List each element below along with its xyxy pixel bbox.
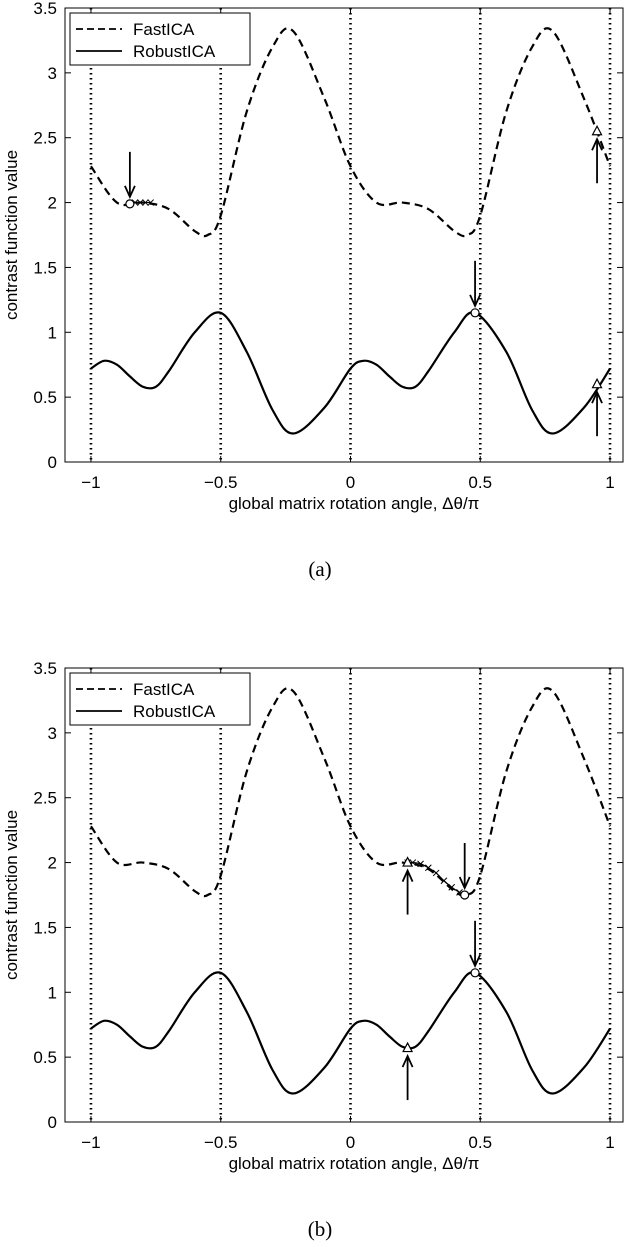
arrow-head (458, 876, 471, 891)
y-tick-label: 0.5 (33, 388, 57, 407)
x-tick-label: −1 (81, 473, 100, 492)
legend-label-fastica: FastICA (133, 680, 195, 699)
series-line-robustica (90, 971, 611, 1095)
x-tick-label: 0.5 (468, 473, 492, 492)
legend-label-robustica: RobustICA (133, 702, 216, 721)
subfigure-caption: (b) (308, 1217, 333, 1241)
start-marker-triangle (402, 856, 414, 867)
solution-marker-circle (460, 890, 470, 900)
y-tick-label: 3 (48, 64, 57, 83)
legend-label-fastica: FastICA (133, 20, 195, 39)
arrow-head (401, 1053, 414, 1068)
arrow-head (469, 294, 481, 309)
subfigure-caption: (a) (308, 557, 331, 581)
chart-b: −1 −0.5 0 0.5 1 0 0.5 1 1.5 2 2.5 3 3.5 global matrix… (2, 659, 624, 1241)
plot-frame (64, 667, 624, 1123)
y-tick-label: 3.5 (33, 0, 57, 18)
x-tick-label: 1 (605, 473, 614, 492)
x-tick-label: 0.5 (468, 1133, 492, 1152)
y-tick-label: 1.5 (33, 258, 57, 277)
y-tick-label: 1.5 (33, 918, 57, 937)
iteration-marker (417, 860, 424, 868)
y-tick-label: 2.5 (33, 129, 57, 148)
y-tick-label: 2 (48, 854, 57, 873)
chart-a: −1 −0.5 0 0.5 1 0 0.5 1 1.5 2 2.5 3 3.5 global matrix… (2, 0, 624, 581)
y-tick-label: 3.5 (33, 659, 57, 678)
iteration-marker (448, 883, 456, 891)
arrow-head (124, 185, 136, 200)
legend-box (69, 12, 251, 66)
arrow-head (401, 868, 414, 882)
y-tick-label: 2 (48, 194, 57, 213)
x-tick-label: −0.5 (204, 473, 238, 492)
y-tick-label: 3 (48, 724, 57, 743)
x-tick-label: 0 (346, 473, 355, 492)
x-tick-label: 0 (346, 1133, 355, 1152)
y-tick-label: 1 (48, 983, 57, 1002)
iteration-trace (407, 861, 465, 896)
arrow-head (591, 137, 603, 151)
y-tick-label: 0 (48, 453, 57, 472)
x-tick-label: −0.5 (204, 1133, 238, 1152)
y-tick-label: 2.5 (33, 789, 57, 808)
y-axis-label: contrast function value (2, 150, 21, 320)
iteration-marker (142, 199, 149, 206)
x-tick-label: −1 (81, 1133, 100, 1152)
y-axis-label: contrast function value (2, 810, 21, 980)
arrow-head (591, 389, 603, 404)
series-line-fastica (90, 27, 612, 238)
solution-marker-circle (470, 308, 480, 318)
plot-frame (64, 7, 624, 463)
iteration-marker (147, 199, 155, 206)
x-axis-label: global matrix rotation angle, Δθ/π (229, 1154, 480, 1173)
x-tick-label: 1 (605, 1133, 614, 1152)
iteration-marker (424, 864, 432, 872)
start-marker-triangle (402, 1041, 414, 1053)
arrow-head (469, 954, 481, 969)
solution-marker-circle (125, 199, 135, 209)
solution-marker-circle (470, 968, 480, 978)
iteration-marker (432, 869, 440, 877)
y-tick-label: 1 (48, 323, 57, 342)
iteration-marker (136, 199, 144, 206)
legend-box (69, 672, 251, 726)
series-line-fastica (90, 687, 612, 898)
start-marker-triangle (591, 124, 603, 136)
legend-label-robustica: RobustICA (133, 42, 216, 61)
iteration-marker (440, 877, 448, 885)
start-marker-triangle (591, 377, 603, 389)
y-tick-label: 0.5 (33, 1048, 57, 1067)
y-tick-label: 0 (48, 1113, 57, 1132)
series-line-robustica (90, 311, 611, 435)
x-axis-label: global matrix rotation angle, Δθ/π (229, 494, 480, 513)
